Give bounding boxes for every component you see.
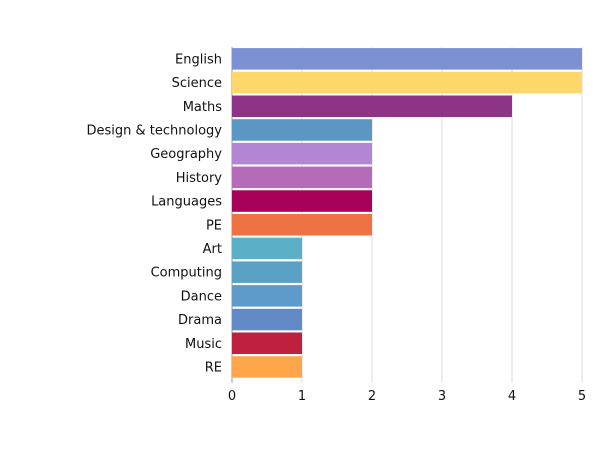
category-label: Maths xyxy=(183,100,223,115)
bar xyxy=(232,261,302,283)
bar xyxy=(232,190,372,212)
category-label: Art xyxy=(203,242,222,257)
category-label: Geography xyxy=(150,147,222,162)
x-tick-label: 4 xyxy=(508,389,516,404)
x-tick-label: 1 xyxy=(298,389,306,404)
bar xyxy=(232,71,582,94)
category-label: English xyxy=(175,52,222,67)
category-label: Design & technology xyxy=(87,123,223,138)
bar xyxy=(232,308,302,331)
x-axis-ticks: 0 1 2 3 4 5 xyxy=(228,389,586,404)
bar xyxy=(232,237,302,260)
bar xyxy=(232,119,372,141)
bar xyxy=(232,356,302,378)
bar xyxy=(232,48,582,70)
bar xyxy=(232,166,372,189)
category-label: Languages xyxy=(151,195,222,210)
bars xyxy=(232,48,582,378)
category-labels: English Science Maths Design & technology Ge… xyxy=(87,52,223,375)
category-label: Music xyxy=(185,337,222,352)
category-label: Computing xyxy=(151,266,222,281)
bar xyxy=(232,95,512,117)
category-label: Dance xyxy=(181,289,222,304)
bar xyxy=(232,214,372,236)
x-tick-label: 0 xyxy=(228,389,236,404)
bar xyxy=(232,142,372,165)
category-label: Drama xyxy=(178,313,222,328)
category-label: PE xyxy=(206,218,222,233)
category-label: Science xyxy=(172,76,222,91)
category-label: History xyxy=(176,171,223,186)
x-tick-label: 2 xyxy=(368,389,376,404)
bar xyxy=(232,285,302,307)
category-label: RE xyxy=(205,360,222,375)
x-tick-label: 5 xyxy=(578,389,586,404)
bar xyxy=(232,332,302,354)
x-tick-label: 3 xyxy=(438,389,446,404)
